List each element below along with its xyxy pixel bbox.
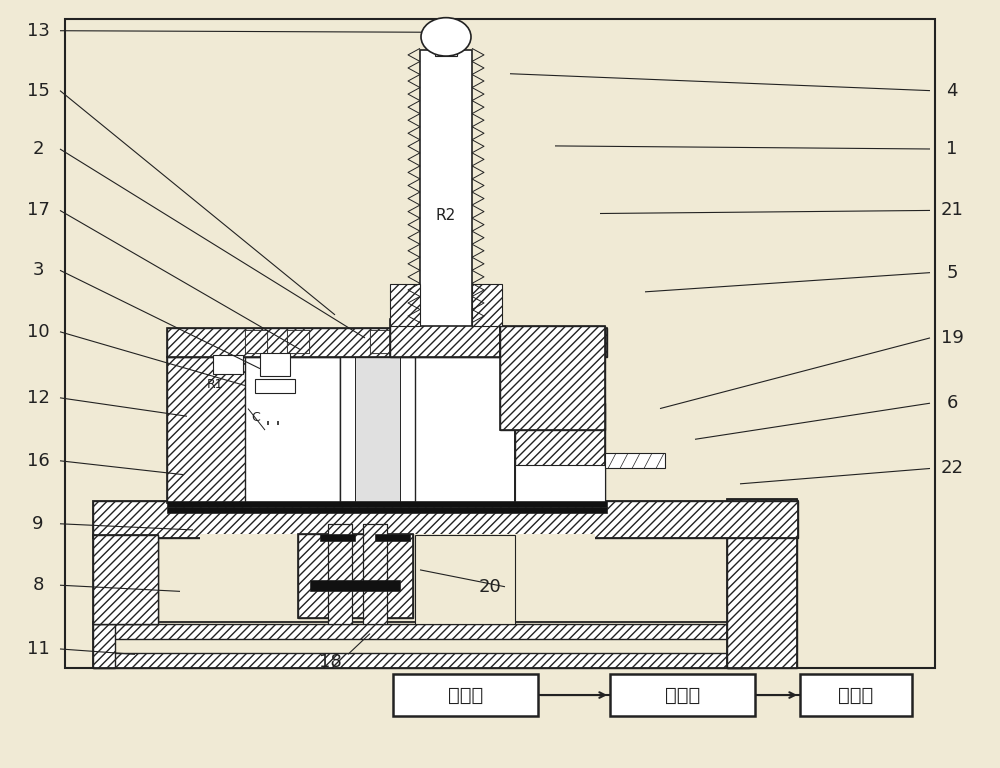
Bar [515,403,605,503]
Bar [200,534,595,618]
Bar [415,330,437,353]
Bar [93,535,158,624]
Bar [245,330,267,353]
Bar [390,319,500,357]
Bar [515,403,605,503]
Text: 2: 2 [32,140,44,158]
Bar [93,624,115,668]
Bar [93,624,753,639]
Bar [355,352,400,502]
Text: 1: 1 [946,140,958,158]
Bar [500,326,605,430]
Bar [370,330,392,353]
Bar [472,284,502,326]
Bar [390,284,420,326]
Bar [167,507,607,513]
Text: 10: 10 [27,323,49,341]
Text: 16: 16 [27,452,49,470]
Bar [213,355,243,374]
Bar [375,534,410,541]
Bar [500,326,605,430]
Bar [328,524,352,624]
Text: 19: 19 [941,329,963,347]
Bar [167,501,607,507]
Text: 11: 11 [27,640,49,658]
Bar [727,499,797,668]
Text: 12: 12 [27,389,49,407]
Text: 计算机: 计算机 [838,686,874,704]
Bar [245,357,340,503]
Text: 21: 21 [941,201,963,220]
Text: R2: R2 [436,207,456,223]
Bar [363,524,387,624]
Bar [435,47,457,56]
Text: 9: 9 [32,515,44,533]
Bar [370,330,392,353]
Bar [310,580,400,591]
Bar [245,330,267,353]
Bar [393,674,538,716]
Bar [93,535,158,624]
Bar [287,330,309,353]
Bar [93,501,798,538]
Text: 3: 3 [32,261,44,280]
Bar [727,499,797,668]
Text: 5: 5 [946,263,958,282]
Bar [93,622,753,668]
Bar [93,535,158,624]
Bar [415,535,515,624]
Bar [65,19,935,668]
Text: R1: R1 [207,378,223,390]
Bar [320,534,355,541]
Text: 6: 6 [946,394,958,412]
Bar [167,357,247,503]
Text: 放大器: 放大器 [448,686,483,704]
Text: 17: 17 [27,201,49,220]
Bar [298,534,413,618]
Text: 8: 8 [32,576,44,594]
Bar [200,534,595,618]
Circle shape [421,18,471,56]
Bar [255,379,295,393]
Bar [245,349,515,503]
Bar [605,453,665,468]
Text: 15: 15 [27,81,49,100]
Bar [260,353,290,376]
Bar [328,524,352,624]
Text: 20: 20 [479,578,501,596]
Text: 22: 22 [940,459,964,478]
Bar [340,352,415,502]
Text: C: C [251,412,260,424]
Bar [93,653,753,668]
Bar [420,50,472,326]
Bar [287,330,309,353]
Bar [610,674,755,716]
Bar [515,465,605,503]
Text: 4: 4 [946,81,958,100]
Bar [298,534,413,618]
Bar [167,328,607,357]
Bar [167,357,247,503]
Bar [363,524,387,624]
Bar [167,328,607,357]
Bar [415,330,437,353]
Text: 18: 18 [319,653,341,671]
Bar [727,624,749,668]
Bar [800,674,912,716]
Bar [390,319,500,357]
Text: 示波器: 示波器 [665,686,700,704]
Text: 13: 13 [27,22,49,40]
Bar [93,501,798,538]
